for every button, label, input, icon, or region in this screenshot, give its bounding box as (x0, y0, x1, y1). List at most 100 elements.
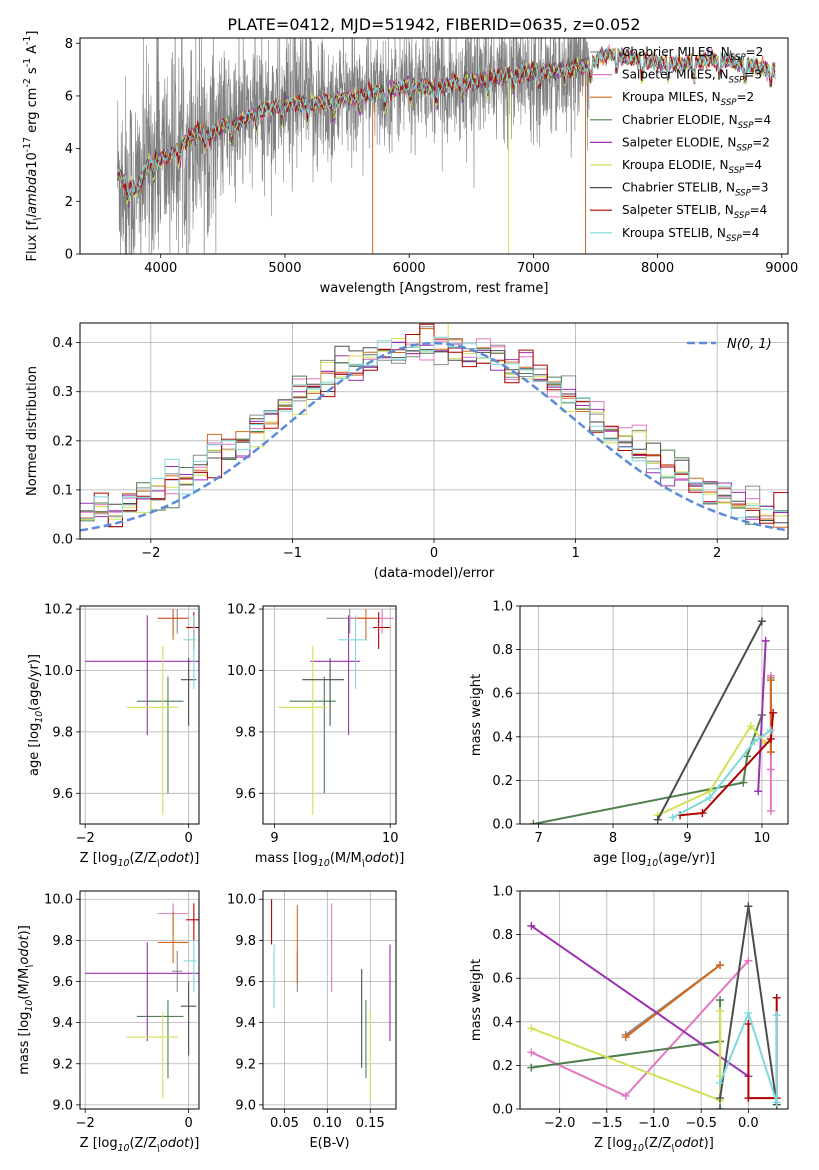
residual-histogram-step (80, 323, 788, 528)
legend-label: Kroupa STELIB, NSSP=4 (622, 226, 759, 244)
weight-marker (772, 993, 781, 1002)
frame (519, 890, 789, 1110)
x-tick-label: 10 (754, 831, 771, 846)
weight-marker (716, 1105, 725, 1109)
weight-marker (754, 787, 763, 796)
weight-marker (744, 1009, 753, 1018)
weight-marker (716, 996, 725, 1004)
x-tick-label: 0.15 (356, 1116, 385, 1131)
y-tick-label: 9.8 (52, 934, 73, 949)
y-tick-label: 0.8 (492, 928, 513, 943)
weight-marker (621, 1033, 630, 1042)
y-tick-label: 9.0 (52, 1098, 73, 1113)
gridlines (520, 605, 788, 825)
y-tick-label: 0.0 (492, 1103, 513, 1118)
plot-area (529, 617, 778, 824)
axes-frame (519, 890, 789, 1110)
y-tick-label: 10.0 (44, 893, 73, 908)
gridlines (263, 891, 396, 1109)
x-tick-label: 0.05 (270, 1116, 299, 1131)
y-tick-label: 0.1 (52, 483, 73, 498)
weight-vs-age-panel: 7 8 9 10 0.0 0.2 0.4 0.6 0.8 1.0 age [log10(age/yr… (469, 600, 789, 869)
x-tick-label: 0.0 (738, 1116, 759, 1131)
residual-histogram-panel: −2 −1 0 1 2 0.0 0.1 0.2 0.3 0.4 (data-model)/error… (25, 322, 789, 581)
frame (519, 605, 789, 825)
axes-frame (79, 890, 200, 1110)
axes-frame (519, 605, 789, 825)
x-axis-label: age [log10(age/yr)] (593, 851, 715, 869)
legend-label: Chabrier ELODIE, NSSP=4 (622, 113, 771, 131)
y-axis-label: mass weight (469, 674, 484, 756)
weight-marker (716, 1006, 725, 1015)
weight-marker (766, 748, 775, 757)
weight-series-line (656, 620, 763, 821)
normal-distribution-curve (80, 341, 788, 532)
weight-marker (527, 1063, 536, 1072)
weight-marker (527, 1024, 536, 1033)
weight-marker (739, 778, 748, 787)
x-tick-label: 9000 (765, 261, 798, 276)
y-axis-label: mass [log10(M/M\odot)] (17, 925, 35, 1075)
y-tick-label: 9.2 (52, 1057, 73, 1072)
weight-marker (529, 820, 538, 824)
x-tick-label: −2 (76, 831, 95, 846)
y-tick-label: 9.8 (52, 725, 73, 740)
x-tick-label: −1 (283, 546, 302, 561)
legend-label: Chabrier MILES, NSSP=2 (622, 45, 763, 63)
y-tick-label: 0.4 (52, 336, 73, 351)
weight-marker (757, 617, 766, 626)
x-tick-label: 8 (609, 831, 617, 846)
weight-marker (698, 809, 707, 818)
legend-label: N(0, 1) (727, 337, 772, 352)
x-axis-label: Z [log10(Z/Z\odot)] (594, 1136, 714, 1154)
residual-histogram-step (80, 336, 788, 520)
gridlines (263, 606, 396, 824)
y-tick-label: 0.2 (52, 434, 73, 449)
x-tick-label: 4000 (144, 261, 177, 276)
y-tick-label: 9.8 (235, 725, 256, 740)
weight-series-line (747, 997, 778, 1100)
x-axis-label: Z [log10(Z/Z\odot)] (80, 851, 200, 869)
weight-series-line (530, 1010, 722, 1102)
plot-area (527, 902, 781, 1109)
y-tick-label: 9.4 (52, 1016, 73, 1031)
model-spectrum-line (116, 47, 776, 208)
weight-series-line (757, 640, 767, 792)
model-spectrum-line (116, 46, 776, 199)
plot-area (271, 899, 391, 1099)
x-axis-label: E(B-V) (309, 1136, 349, 1151)
y-tick-label: 10.0 (44, 664, 73, 679)
legend-label: Kroupa MILES, NSSP=2 (622, 90, 754, 108)
y-tick-label: 0.4 (492, 730, 513, 745)
y-axis-label: Flux [f\lambda10-17 erg cm-2 s-1 A-1] (22, 31, 43, 262)
weight-marker (527, 1048, 536, 1057)
weight-series-line (533, 714, 763, 824)
y-tick-label: 0.3 (52, 385, 73, 400)
x-axis-label: (data-model)/error (374, 566, 495, 581)
frame (79, 890, 200, 1110)
weight-marker (653, 815, 662, 824)
y-tick-label: 10.0 (227, 893, 256, 908)
weight-marker (766, 765, 775, 774)
age-vs-metallicity-panel: −2 0 9.6 9.8 10.0 10.2 Z [log10(Z/Z\odot)] age … (27, 603, 200, 869)
frame (262, 890, 397, 1110)
weight-series-line (719, 1010, 778, 1103)
x-tick-label: −1.0 (638, 1116, 670, 1131)
frame (79, 605, 200, 825)
frame (79, 37, 789, 255)
frame (79, 322, 789, 540)
y-tick-label: 9.6 (235, 787, 256, 802)
axes-frame (79, 322, 789, 540)
x-tick-label: 10 (382, 831, 399, 846)
y-tick-label: 6 (65, 89, 73, 104)
x-tick-label: −1.5 (591, 1116, 623, 1131)
weight-marker (668, 813, 677, 822)
age-vs-mass-panel: 9 10 9.6 9.8 10.0 10.2 mass [log10(M/M\odot)] (227, 603, 404, 869)
weight-marker (621, 1091, 630, 1100)
weight-marker (750, 737, 759, 746)
x-tick-label: 6000 (393, 261, 426, 276)
weight-marker (744, 1094, 753, 1103)
gridlines (80, 891, 199, 1109)
x-tick-label: 0.10 (313, 1116, 342, 1131)
y-tick-label: 10.2 (44, 603, 73, 618)
